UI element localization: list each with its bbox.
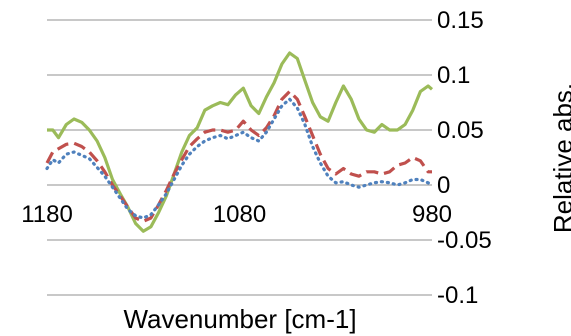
y-tick-label-0: 0.15 xyxy=(437,7,484,34)
x-tick-label-2: 980 xyxy=(412,201,452,228)
series-line-2 xyxy=(45,97,434,220)
y-tick-label-5: -0.1 xyxy=(437,282,478,309)
y-tick-label-4: -0.05 xyxy=(437,227,492,254)
y-axis-title: Relative abs. xyxy=(548,83,571,233)
series-line-0 xyxy=(47,51,434,233)
y-tick-label-3: 0 xyxy=(437,172,450,199)
x-axis-title: Wavenumber [cm-1] xyxy=(123,304,356,334)
y-tick-label-2: 0.05 xyxy=(437,117,484,144)
y-tick-label-1: 0.1 xyxy=(437,62,470,89)
y-tick-labels: 0.15 0.1 0.05 0 -0.05 -0.1 xyxy=(437,7,492,309)
x-tick-labels: 1180 1080 980 xyxy=(21,201,452,228)
series-group xyxy=(45,51,434,233)
series-line-1 xyxy=(45,89,432,223)
x-tick-label-1: 1080 xyxy=(213,201,266,228)
x-tick-label-0: 1180 xyxy=(21,201,73,228)
